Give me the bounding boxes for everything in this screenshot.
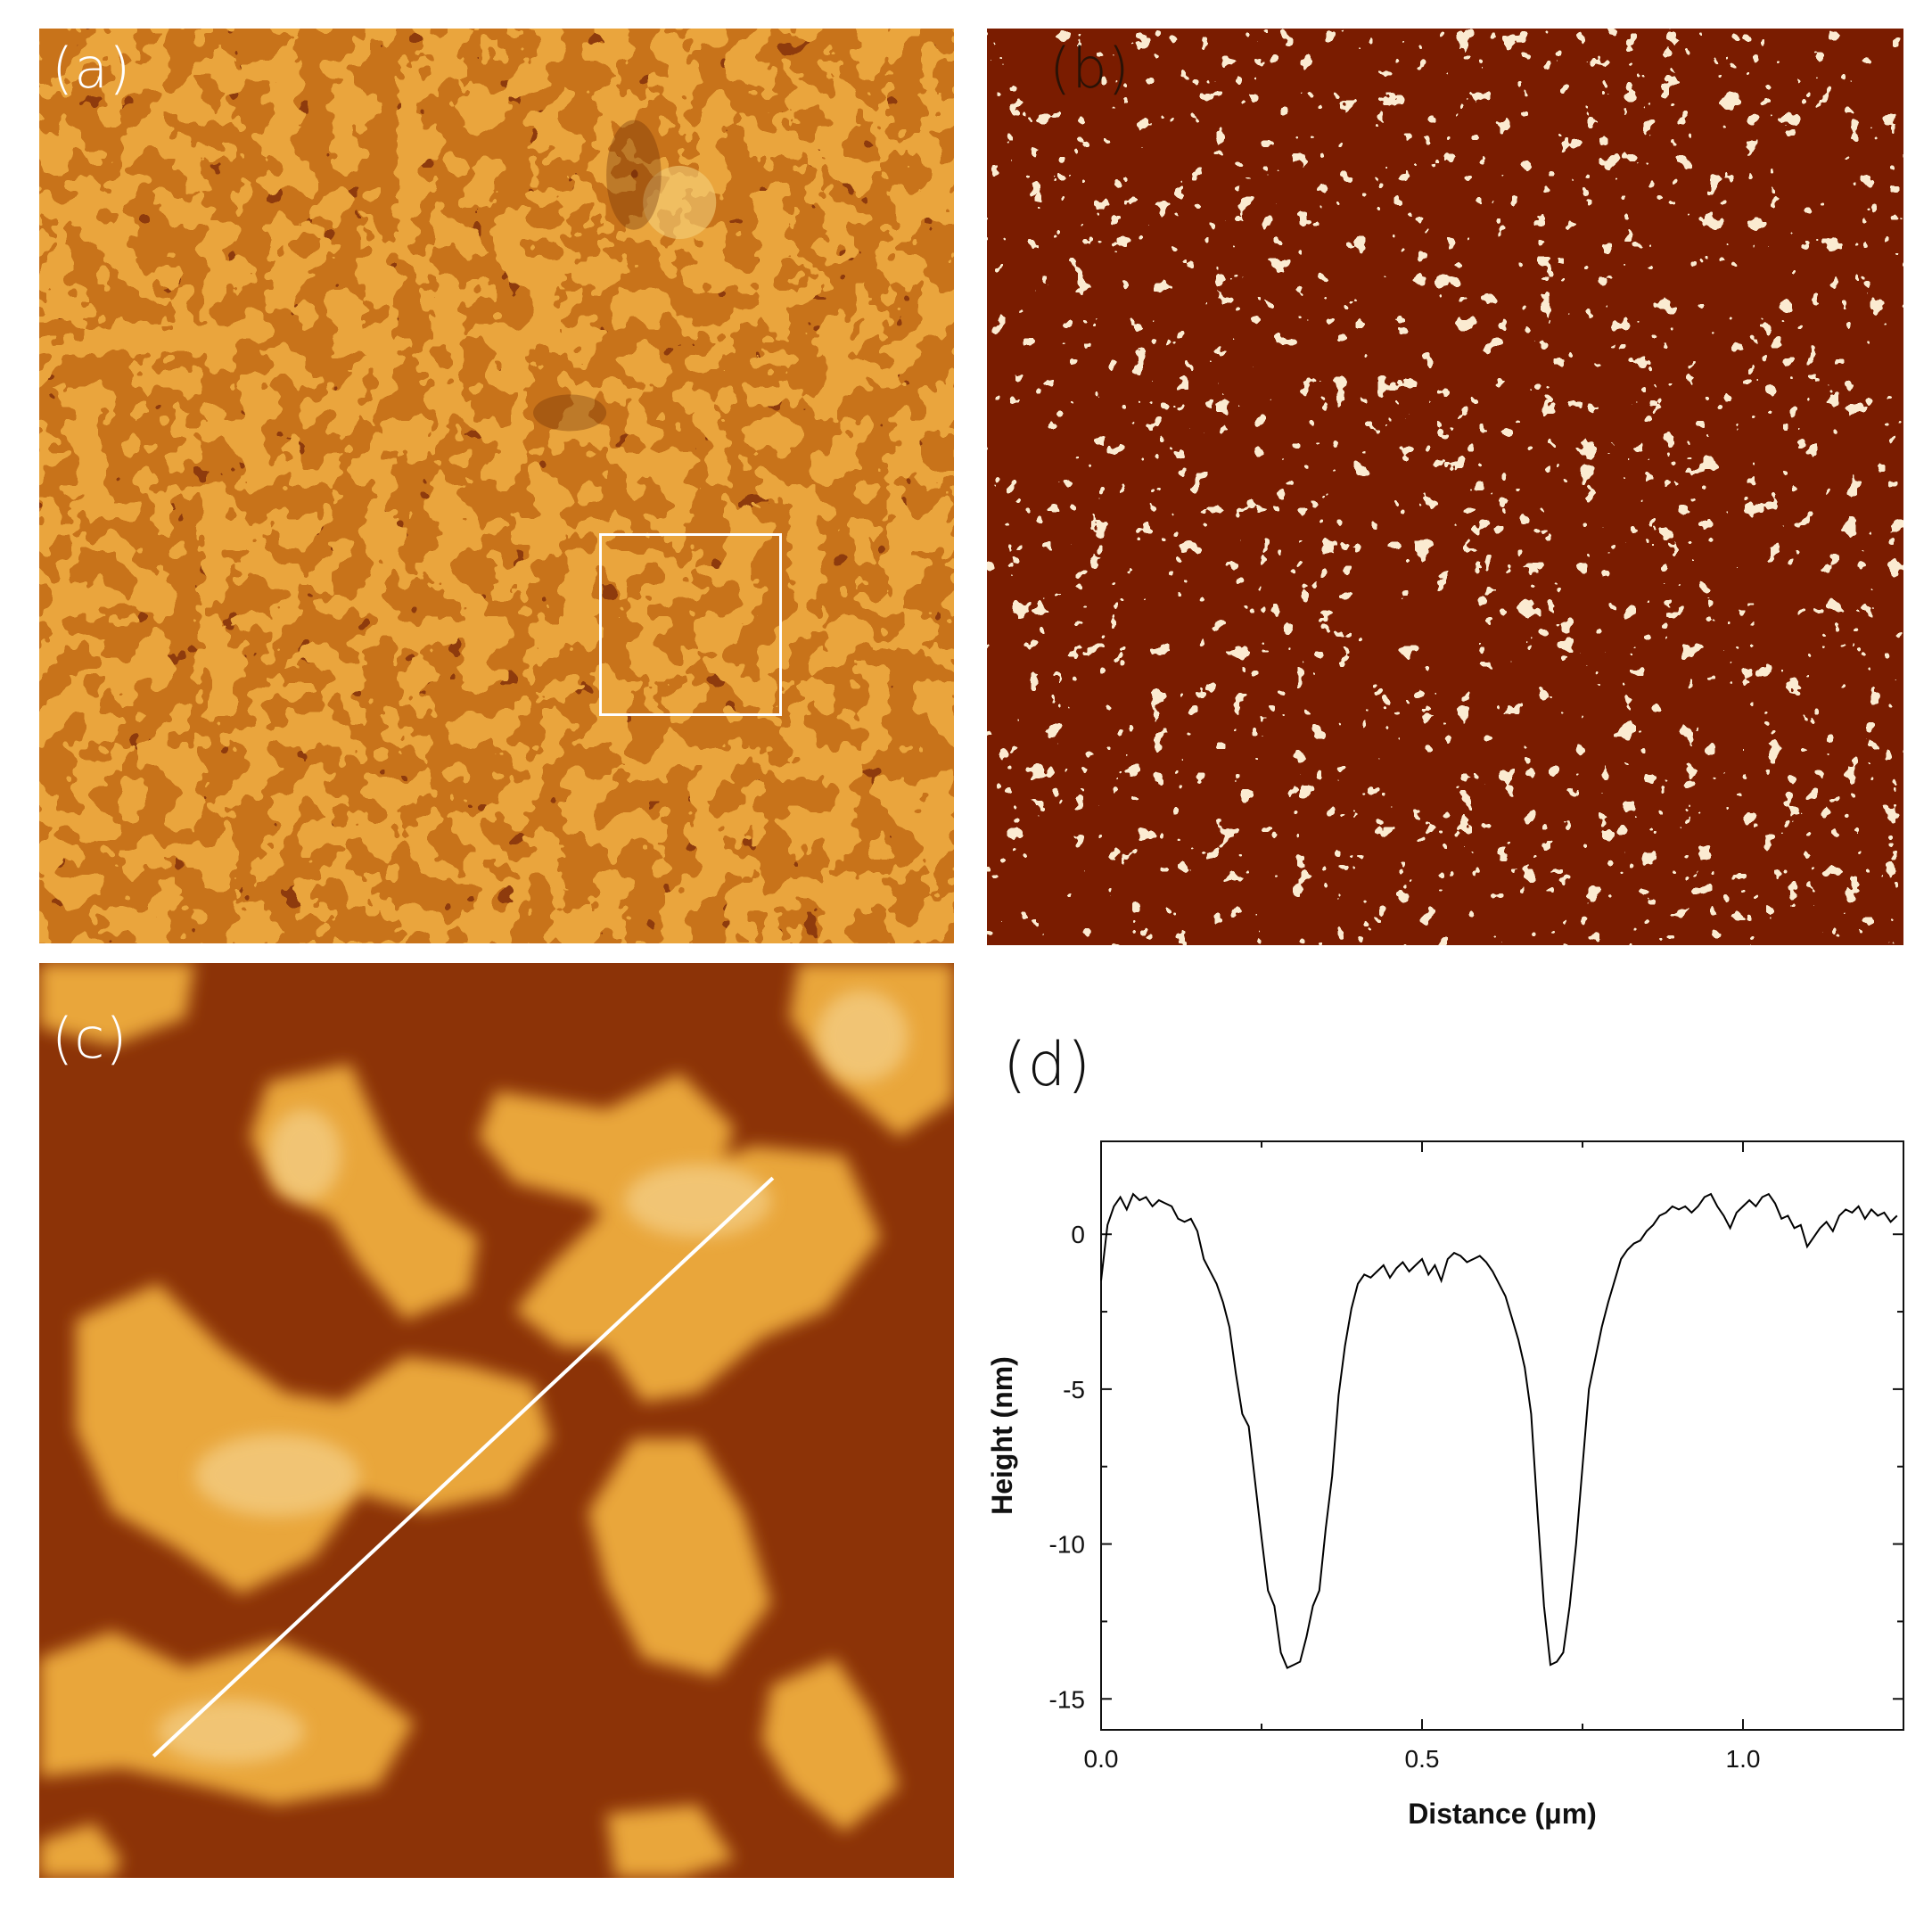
panel-label-b: (b) <box>1049 36 1130 101</box>
afm-image-b-graphic <box>987 29 1903 945</box>
height-profile-chart: (d) 0.0 0.5 1.0 0 -5 -10 -15 Distance (μm) Hei… <box>958 1008 1930 1899</box>
x-axis-label: Distance (μm) <box>1408 1798 1597 1830</box>
y-tick-label: -5 <box>1063 1376 1085 1404</box>
y-tick-label: -15 <box>1049 1685 1085 1713</box>
afm-image-c-graphic <box>39 963 954 1878</box>
y-tick-label: -10 <box>1049 1531 1085 1559</box>
x-tick-label: 0.5 <box>1405 1745 1440 1773</box>
panel-label-a: (a) <box>52 36 132 101</box>
afm-image-c: (c) <box>39 963 954 1878</box>
x-tick-label: 1.0 <box>1726 1745 1761 1773</box>
y-tick-label: 0 <box>1071 1221 1085 1248</box>
line-scan-marker <box>152 1176 775 1758</box>
panel-label-d: (d) <box>1003 1030 1092 1100</box>
zoom-inset-box <box>599 533 782 716</box>
height-profile-svg: 0.0 0.5 1.0 0 -5 -10 -15 Distance (μm) Height … <box>986 1140 1904 1830</box>
ticks-group: 0.0 0.5 1.0 0 -5 -10 -15 <box>1049 1141 1903 1773</box>
x-tick-label: 0.0 <box>1084 1745 1119 1773</box>
afm-image-a: (a) <box>39 29 954 943</box>
series-line-height-profile <box>1100 1192 1898 1669</box>
plot-frame <box>1100 1140 1904 1731</box>
y-axis-label: Height (nm) <box>986 1356 1018 1515</box>
afm-image-b: (b) <box>987 29 1903 945</box>
panel-label-c: (c) <box>52 1006 128 1071</box>
afm-image-a-graphic <box>39 29 954 943</box>
